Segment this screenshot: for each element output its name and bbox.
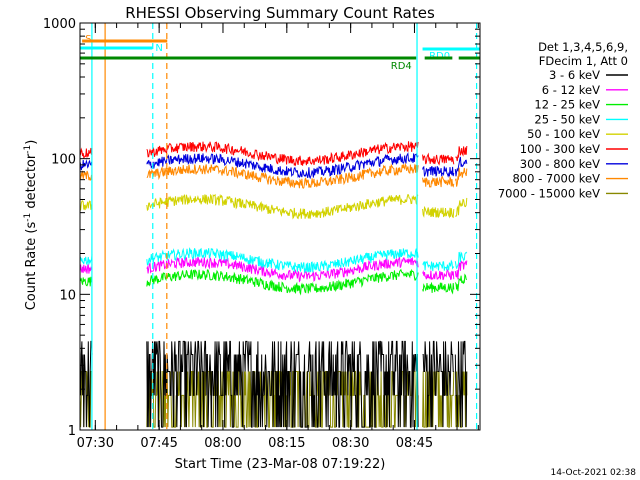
y-tick-label-1: 10 xyxy=(59,288,76,303)
legend-header-line-2: FDecim 1, Att 0 xyxy=(539,54,628,68)
legend-header-line-1: Det 1,3,4,5,6,9, xyxy=(538,40,628,54)
series-line-8-segment-2 xyxy=(422,371,455,428)
series-line-0-segment-0 xyxy=(79,340,93,428)
legend-label-4: 50 - 100 keV xyxy=(527,127,600,141)
series-line-6-segment-1 xyxy=(146,151,419,180)
series-line-5-segment-0 xyxy=(79,147,93,159)
x-tick-label-2: 08:00 xyxy=(204,436,241,451)
axes: 1 10 100 1000 07:30 07:45 08:00 08:15 08:30 08:45 xyxy=(43,17,481,451)
plot-frame xyxy=(79,22,481,431)
series-line-5-segment-3 xyxy=(455,145,468,162)
series-line-5-segment-1 xyxy=(146,141,419,167)
y-axis-label-mid: detector xyxy=(24,153,39,213)
series-line-2-segment-3 xyxy=(454,273,468,292)
x-tick-label-0: 07:30 xyxy=(77,436,114,451)
y-axis-label-main: Count Rate (s xyxy=(24,222,39,311)
y-axis-label-exp1: -1 xyxy=(23,213,33,222)
series-line-1-segment-1 xyxy=(146,255,419,283)
x-axis-label: Start Time (23-Mar-08 07:19:22) xyxy=(175,457,386,472)
series-line-2-segment-0 xyxy=(79,276,93,287)
series-line-0-segment-2 xyxy=(422,340,454,428)
chart-title: RHESSI Observing Summary Count Rates xyxy=(125,4,435,22)
series-line-7-segment-2 xyxy=(422,175,455,188)
flag-label-n: N xyxy=(155,43,162,54)
y-tick-label-2: 100 xyxy=(51,153,76,168)
y-tick-label-3: 1000 xyxy=(43,17,76,32)
series-line-6-segment-3 xyxy=(454,156,468,177)
series-line-3-segment-3 xyxy=(454,251,468,269)
legend-label-7: 800 - 7000 keV xyxy=(512,172,600,186)
series-line-2-segment-1 xyxy=(146,268,419,296)
series-line-1-segment-3 xyxy=(454,260,468,280)
series-line-3-segment-0 xyxy=(79,254,93,266)
series-line-2-segment-2 xyxy=(422,282,455,295)
y-axis-label-exp2: -1 xyxy=(23,145,33,154)
legend-label-8: 7000 - 15000 keV xyxy=(498,186,600,200)
x-tick-label-5: 08:45 xyxy=(396,436,433,451)
series-line-1-segment-2 xyxy=(422,268,455,281)
legend-label-3: 25 - 50 keV xyxy=(534,112,600,126)
series-line-0-segment-1 xyxy=(146,340,419,428)
flag-label-s: S xyxy=(85,34,91,45)
series-line-6-segment-0 xyxy=(79,159,93,171)
y-axis-label: Count Rate (s-1 detector-1) xyxy=(23,140,39,311)
series-line-7-segment-1 xyxy=(146,162,419,189)
timestamp: 14-Oct-2021 02:38 xyxy=(551,468,637,478)
series-line-3-segment-1 xyxy=(146,247,419,273)
legend-label-0: 3 - 6 keV xyxy=(549,68,600,82)
series-line-7-segment-0 xyxy=(79,170,93,181)
series-line-4-segment-2 xyxy=(422,205,455,219)
series-line-4-segment-1 xyxy=(146,193,419,220)
series-line-4-segment-3 xyxy=(454,197,468,218)
x-tick-label-3: 08:15 xyxy=(268,436,305,451)
legend-label-6: 300 - 800 keV xyxy=(520,157,600,171)
y-axis-label-close: ) xyxy=(24,140,39,145)
flag-label-rd4: RD4 xyxy=(391,61,412,72)
legend-label-5: 100 - 300 keV xyxy=(520,142,600,156)
plot-area: SNRD0RD4 xyxy=(79,23,480,430)
legend-label-1: 6 - 12 keV xyxy=(542,83,600,97)
series-line-7-segment-3 xyxy=(454,167,468,187)
series-line-6-segment-2 xyxy=(422,165,455,178)
y-tick-label-0: 1 xyxy=(68,424,76,439)
x-tick-label-1: 07:45 xyxy=(140,436,177,451)
series-line-4-segment-0 xyxy=(79,200,93,211)
x-tick-label-4: 08:30 xyxy=(332,436,369,451)
legend-label-2: 12 - 25 keV xyxy=(534,98,600,112)
series-line-5-segment-2 xyxy=(422,152,455,166)
series-line-1-segment-0 xyxy=(79,264,93,274)
legend: Det 1,3,4,5,6,9, FDecim 1, Att 0 3 - 6 k… xyxy=(498,40,628,200)
series-line-3-segment-2 xyxy=(422,259,455,272)
